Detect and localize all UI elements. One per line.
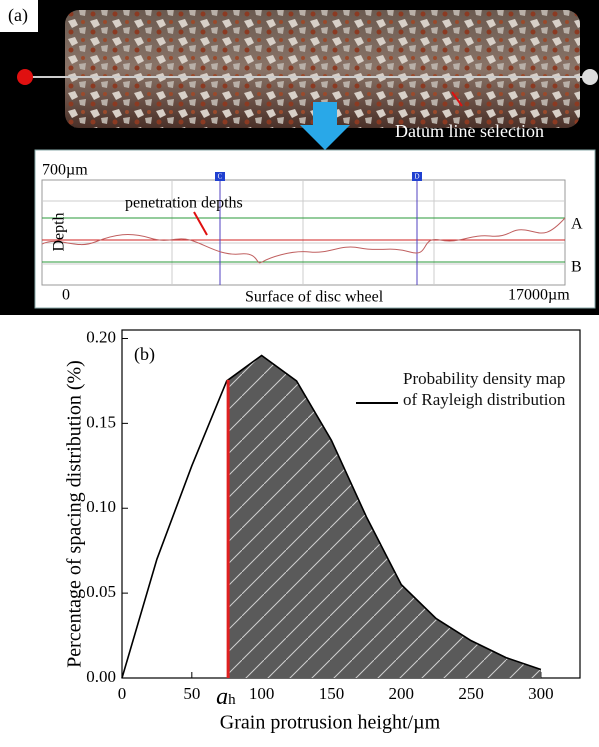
profile-a: A — [571, 216, 583, 233]
caption-arrow — [451, 91, 463, 107]
marker-label-main: a — [216, 684, 228, 710]
profile-grid — [41, 179, 566, 286]
chart-b: 0.00 0.05 0.10 0.15 0.20 0 50 100 150 200 250 300 ah… — [64, 327, 581, 734]
photo-texture — [65, 10, 580, 128]
x-tick-label: 100 — [249, 684, 275, 703]
x-axis-label: Grain protrusion height/µm — [220, 712, 441, 734]
annotation-arrow — [193, 211, 208, 236]
datum-start — [17, 69, 33, 85]
cursor-d-label: D — [414, 173, 419, 181]
profile-annotation: penetration depths — [125, 195, 243, 212]
x-tick-label: 300 — [528, 684, 554, 703]
blue-arrow — [300, 102, 350, 150]
profile-curve — [41, 217, 566, 264]
x-tick-label: 0 — [118, 684, 127, 703]
marker-label-sub: h — [228, 692, 236, 708]
panel-label: (b) — [134, 344, 155, 365]
marker-label: ah — [216, 684, 236, 710]
datum-end — [582, 69, 598, 85]
y-tick-label: 0.15 — [86, 412, 116, 431]
legend-label: Probability density map of Rayleigh dist… — [403, 369, 566, 409]
profile-ymax: 700µm — [42, 162, 88, 179]
y-tick-label: 0.00 — [86, 667, 116, 686]
legend-box: Probability density map of Rayleigh dist… — [403, 369, 566, 409]
x-tick-label: 50 — [183, 684, 200, 703]
y-tick-label: 0.20 — [86, 327, 116, 346]
x-tick-label: 150 — [319, 684, 345, 703]
y-tick-label: 0.10 — [86, 497, 116, 516]
profile-window — [34, 149, 596, 309]
y-tick-label: 0.05 — [86, 582, 116, 601]
label-box — [0, 0, 38, 32]
cursor-c-tag — [215, 172, 225, 181]
cursor-d-tag — [412, 172, 422, 181]
x-tick-label: 250 — [458, 684, 484, 703]
profile-b: B — [571, 259, 582, 276]
panel-label: (a) — [8, 5, 28, 26]
profile-ylabel: Depth — [51, 212, 68, 251]
cursor-c-label: C — [218, 173, 223, 181]
series-line — [121, 354, 542, 679]
y-axis-label: Percentage of spacing distribution (%) — [64, 360, 86, 668]
x-tick-label: 200 — [389, 684, 415, 703]
shaded-area — [228, 355, 541, 678]
profile-xmin: 0 — [62, 287, 70, 304]
profile-xmax: 17000µm — [508, 287, 570, 304]
profile-xlabel: Surface of disc wheel — [245, 289, 384, 306]
photo-caption: Datum line selection — [395, 121, 544, 141]
